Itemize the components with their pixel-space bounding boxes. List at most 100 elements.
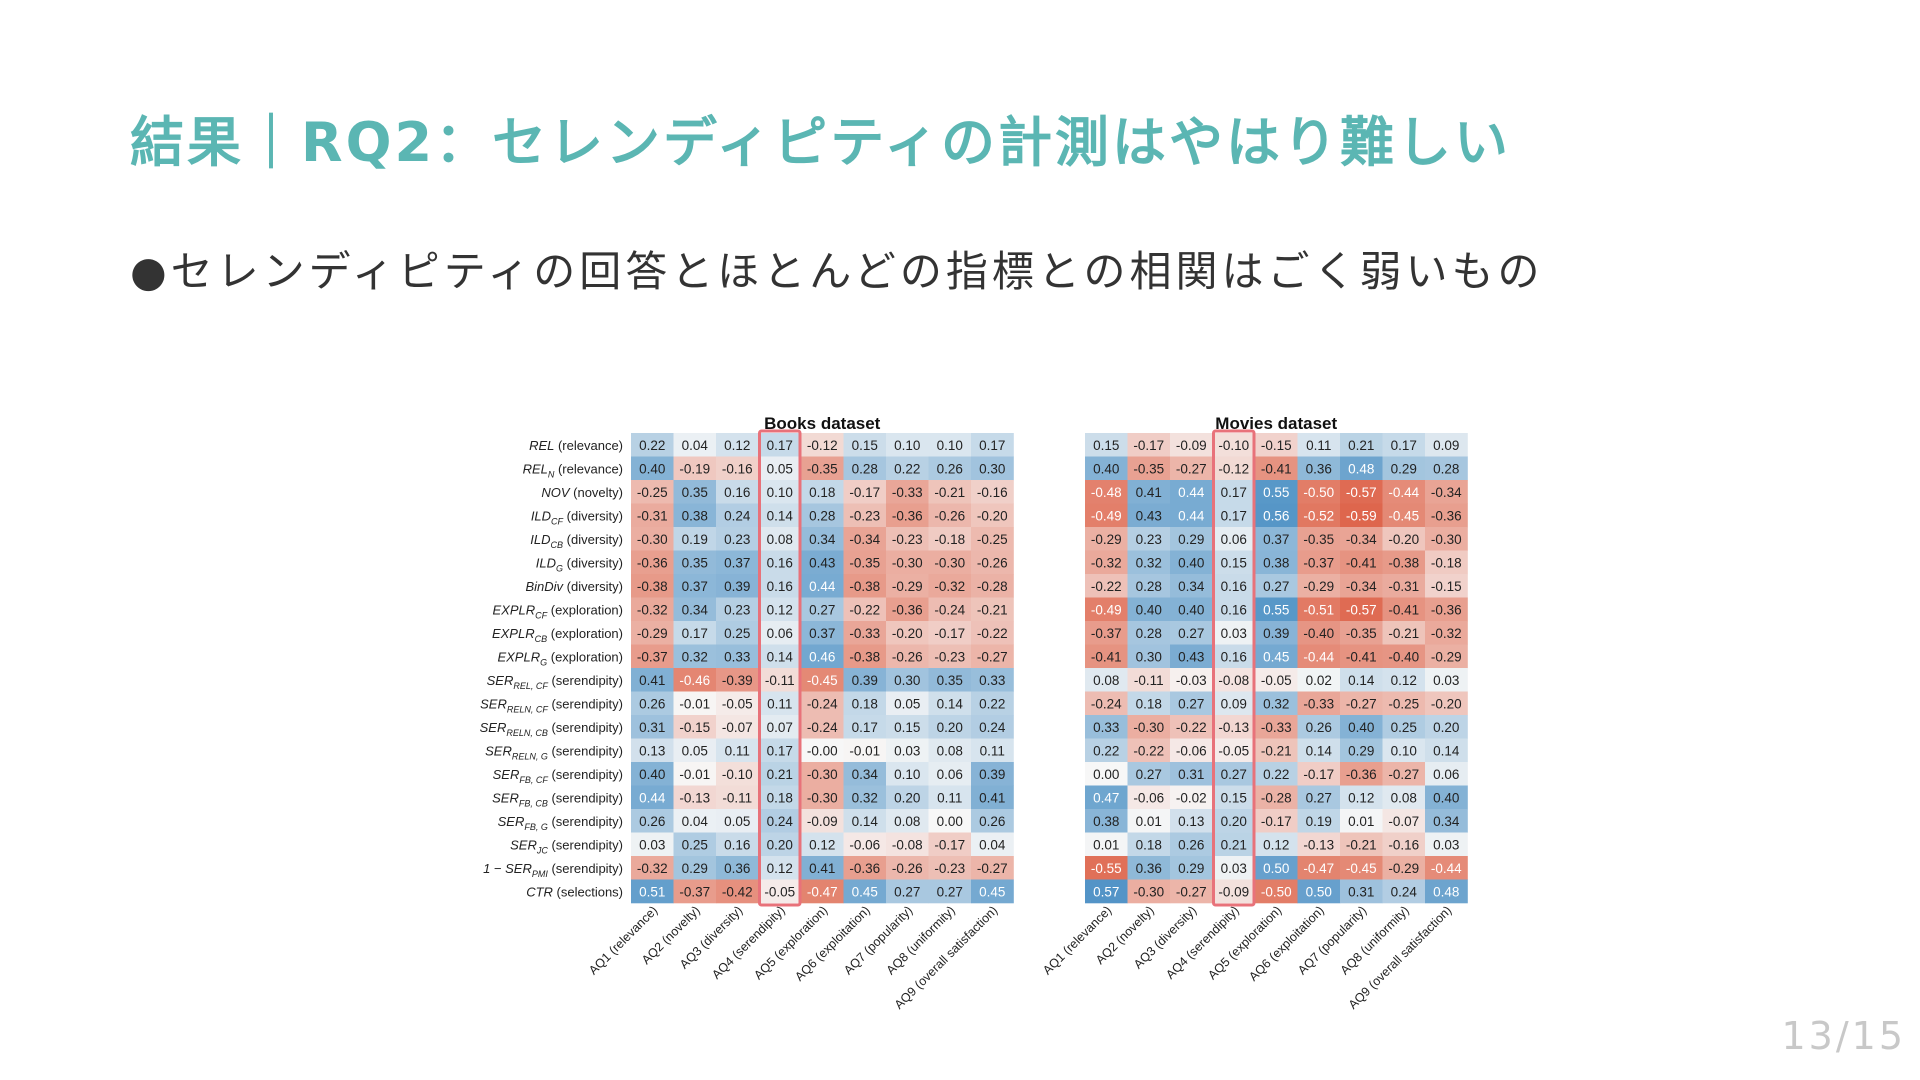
cell-value: -0.06 — [1133, 790, 1164, 805]
heatmap-cell — [886, 879, 929, 904]
cell-value: 0.22 — [979, 696, 1005, 711]
cell-value: -0.44 — [1303, 649, 1334, 664]
row-label: SERREL, CF (serendipity) — [487, 673, 623, 691]
heatmap-cell — [843, 574, 887, 598]
heatmap-cell — [843, 456, 887, 481]
cell-value: -0.09 — [807, 814, 838, 829]
cell-value: 0.37 — [682, 579, 708, 594]
cell-value: 0.28 — [809, 508, 835, 523]
heatmap-cell — [1127, 433, 1171, 457]
heatmap-cell — [1425, 762, 1468, 786]
heatmap-cell — [1212, 715, 1256, 739]
heatmap-cell — [928, 574, 972, 598]
cell-value: -0.29 — [1303, 579, 1334, 594]
cell-value: 0.39 — [852, 673, 878, 688]
cell-value: -0.20 — [1388, 532, 1419, 547]
heatmap-0: Books dataset 0.22 0.04 0.12 0.17 -0.12 0.15 0.… — [480, 414, 1014, 1012]
heatmap-cell — [801, 480, 844, 504]
cell-value: -0.23 — [849, 508, 880, 523]
cell-value: 0.25 — [724, 626, 750, 641]
cell-value: 0.40 — [1178, 555, 1204, 570]
heatmap-cell — [1255, 668, 1298, 692]
cell-value: 0.40 — [1348, 720, 1374, 735]
heatmap-cell — [1340, 574, 1383, 598]
heatmap-cell — [928, 597, 972, 622]
heatmap-cell — [801, 809, 844, 833]
cell-value: 0.27 — [1178, 626, 1204, 641]
cell-value: -0.26 — [892, 861, 923, 876]
cell-value: 0.39 — [1263, 626, 1289, 641]
cell-value: -0.30 — [934, 555, 965, 570]
heatmap-cell — [1127, 597, 1171, 622]
heatmap-cell — [1170, 527, 1213, 551]
bullet-text: ●セレンディピティの回答とほとんどの指標との相関はごく弱いもの — [130, 247, 1544, 296]
cell-value: -0.16 — [1388, 837, 1419, 852]
heatmap-cell — [631, 621, 674, 645]
heatmap-cell — [1382, 738, 1426, 763]
cell-value: -0.25 — [1388, 696, 1419, 711]
cell-value: -0.35 — [849, 555, 880, 570]
heatmap-cell — [801, 785, 844, 810]
heatmap-cell — [758, 456, 802, 481]
cell-value: -0.30 — [637, 532, 668, 547]
heatmap-cell — [1297, 503, 1341, 528]
heatmap-cell — [843, 433, 887, 457]
cell-value: 0.27 — [809, 602, 835, 617]
cell-value: -0.25 — [977, 532, 1008, 547]
heatmap-cell — [971, 574, 1014, 598]
heatmap-cell — [1425, 433, 1468, 457]
cell-value: -0.33 — [1303, 696, 1334, 711]
cell-value: -0.38 — [849, 579, 880, 594]
cell-value: 0.19 — [682, 532, 708, 547]
cell-value: -0.41 — [1346, 649, 1377, 664]
heatmap-cell — [971, 668, 1014, 692]
heatmap-cell — [843, 762, 887, 786]
heatmap-cell — [716, 832, 759, 857]
heatmap-cell — [716, 503, 759, 528]
cell-value: 0.27 — [1263, 579, 1289, 594]
heatmap-cell — [673, 433, 717, 457]
heatmap-cell — [1255, 621, 1298, 645]
cell-value: -0.08 — [1218, 673, 1249, 688]
cell-value: 0.11 — [980, 743, 1005, 758]
cell-value: -0.27 — [977, 861, 1008, 876]
cell-value: -0.34 — [849, 532, 880, 547]
cell-value: -0.15 — [1431, 579, 1462, 594]
cell-value: -0.36 — [849, 861, 880, 876]
cell-value: 0.17 — [1221, 485, 1247, 500]
cell-value: 0.15 — [1093, 438, 1119, 453]
cell-value: -0.22 — [1176, 720, 1207, 735]
heatmap-cell — [843, 738, 887, 763]
cell-value: -0.17 — [1261, 814, 1292, 829]
heatmap-cell — [1212, 879, 1256, 904]
cell-value: -0.11 — [722, 790, 752, 805]
cell-value: -0.29 — [1091, 532, 1122, 547]
cell-value: -0.35 — [1133, 461, 1164, 476]
heatmap-cell — [1297, 621, 1341, 645]
row-label: SERFB, CF (serendipity) — [493, 767, 623, 785]
cell-value: -0.15 — [679, 720, 710, 735]
heatmap-cell — [1085, 879, 1128, 904]
heatmap-cell — [843, 527, 887, 551]
heatmap-cell — [1255, 879, 1298, 904]
heatmap-cell — [886, 433, 929, 457]
heatmap-cell — [716, 738, 759, 763]
heatmap-cell — [758, 550, 802, 575]
cell-value: -0.37 — [1303, 555, 1334, 570]
heatmap-cell — [801, 597, 844, 622]
cell-value: -0.00 — [807, 743, 838, 758]
heatmap-cell — [673, 597, 717, 622]
heatmap-cell — [1085, 597, 1128, 622]
row-label: BinDiv (diversity) — [525, 579, 623, 594]
cell-value: 0.07 — [767, 720, 793, 735]
cell-value: -0.33 — [1261, 720, 1292, 735]
heatmap-cell — [971, 879, 1014, 904]
heatmap-cell — [928, 621, 972, 645]
heatmap-cell — [1255, 433, 1298, 457]
heatmap-cell — [1297, 809, 1341, 833]
cell-value: -0.23 — [892, 532, 923, 547]
cell-value: 0.26 — [979, 814, 1005, 829]
cell-value: -0.33 — [892, 485, 923, 500]
heatmap-cell — [1085, 715, 1128, 739]
cell-value: 0.00 — [937, 814, 963, 829]
